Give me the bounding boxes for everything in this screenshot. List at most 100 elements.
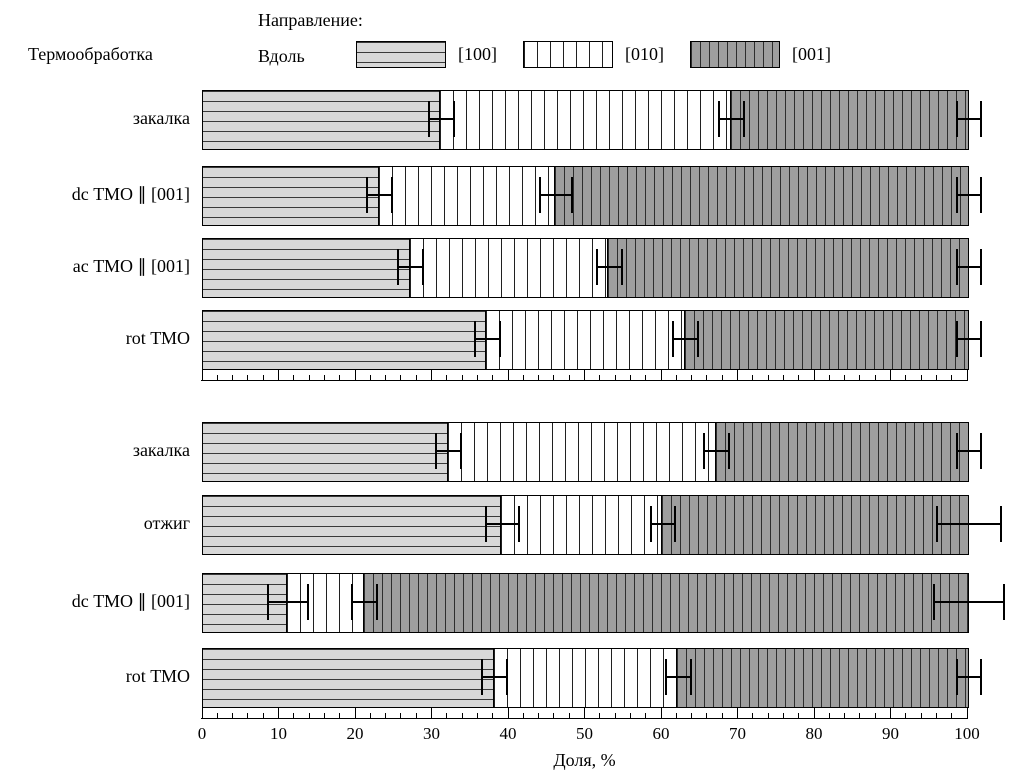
axis-tick (568, 713, 570, 718)
legend: [100] [010] [001] (356, 41, 831, 68)
axis-tick-label: 30 (423, 724, 440, 743)
axis-tick (568, 375, 570, 380)
error-bar (718, 101, 746, 137)
axis-tick (844, 713, 846, 718)
axis-tick (599, 375, 601, 380)
error-bar (649, 506, 677, 542)
axis-tick (400, 713, 402, 718)
axis-tick (201, 708, 203, 718)
error-bar-line (957, 194, 981, 196)
axis-tick (476, 713, 478, 718)
axis-tick (278, 708, 279, 718)
axis-tick (369, 375, 371, 380)
error-bar-line (597, 266, 621, 268)
segment-010 (493, 649, 678, 707)
segment-100 (203, 239, 410, 297)
error-bar (538, 177, 574, 213)
axis-tick (446, 375, 448, 380)
axis-tick (890, 708, 891, 718)
axis-tick (721, 713, 723, 718)
segment-100 (203, 167, 379, 225)
axis-tick (507, 370, 509, 380)
segment-001 (684, 311, 968, 369)
error-bar (955, 177, 983, 213)
error-bar (435, 433, 463, 469)
axis-tick (935, 375, 937, 380)
error-bar-line (934, 601, 1004, 603)
axis-tick (813, 708, 815, 718)
segment-010 (409, 239, 609, 297)
bar-row (202, 90, 969, 150)
error-bar-line (720, 118, 744, 120)
axis-tick (629, 375, 631, 380)
error-bar-line (475, 338, 499, 340)
bar-row (202, 310, 969, 370)
segment-001 (730, 91, 968, 149)
axis-tick (247, 375, 249, 380)
axis-tick (293, 713, 295, 718)
error-bar-line (674, 338, 698, 340)
segment-100 (203, 496, 502, 554)
error-bar (932, 584, 1006, 620)
bar-row-label: rot ТМО (125, 666, 190, 686)
legend-item: [001] (690, 41, 831, 68)
error-bar-line (487, 523, 518, 525)
segment-001 (661, 496, 968, 554)
bar-row-label: ac ТМО ∥ [001] (72, 256, 190, 276)
axis-tick (905, 713, 907, 718)
axis-tick (354, 370, 356, 380)
axis-tick-label: 10 (270, 724, 287, 743)
bar-row-label: закалка (132, 108, 190, 128)
axis-tick (920, 375, 922, 380)
legend-label: [001] (792, 44, 831, 64)
axis-tick-label: 90 (882, 724, 899, 743)
bar-row-label: отжиг (143, 513, 190, 533)
axis-tick (660, 370, 662, 380)
axis-tick (354, 708, 356, 718)
axis-tick (798, 713, 800, 718)
legend-direction-label: Вдоль (258, 46, 305, 66)
axis-tick (339, 713, 341, 718)
axis-tick (890, 370, 891, 380)
axis-tick-label: 80 (805, 724, 823, 743)
axis-tick-label: 50 (576, 724, 593, 743)
axis-tick-label: 100 (954, 724, 980, 743)
axis-tick (339, 375, 341, 380)
axis-tick (461, 713, 463, 718)
axis-tick (737, 708, 738, 718)
axis-tick (721, 375, 723, 380)
segment-010 (440, 91, 731, 149)
axis-tick (492, 713, 494, 718)
error-bar (595, 249, 623, 285)
legend-swatch-100 (356, 41, 446, 68)
segment-010 (501, 496, 662, 554)
error-bar (672, 321, 700, 357)
axis-tick (675, 713, 677, 718)
bar-row (202, 495, 969, 555)
bar-row-label: dc ТМО ∥ [001] (71, 591, 190, 611)
error-bar-line (368, 194, 392, 196)
axis-tick (323, 375, 325, 380)
axis-tick (476, 375, 478, 380)
error-bar-line (483, 676, 507, 678)
segment-010 (447, 423, 716, 481)
segment-010 (486, 311, 685, 369)
axis-tick (767, 375, 769, 380)
error-bar (267, 584, 310, 620)
axis-tick (752, 713, 754, 718)
bar-row-label: закалка (132, 440, 190, 460)
error-bar-line (399, 266, 422, 268)
axis-tick (691, 713, 693, 718)
axis-tick (935, 713, 937, 718)
error-bar-line (957, 450, 981, 452)
axis-tick (446, 713, 448, 718)
error-bar (351, 584, 379, 620)
axis-tick (415, 713, 417, 718)
axis-tick (522, 375, 524, 380)
error-bar-line (957, 676, 981, 678)
error-bar (936, 506, 1002, 542)
axis-tick (782, 375, 784, 380)
axis-tick (232, 375, 234, 380)
axis-tick-label: 40 (499, 724, 517, 743)
bar-row-label: dc ТМО ∥ [001] (71, 184, 190, 204)
